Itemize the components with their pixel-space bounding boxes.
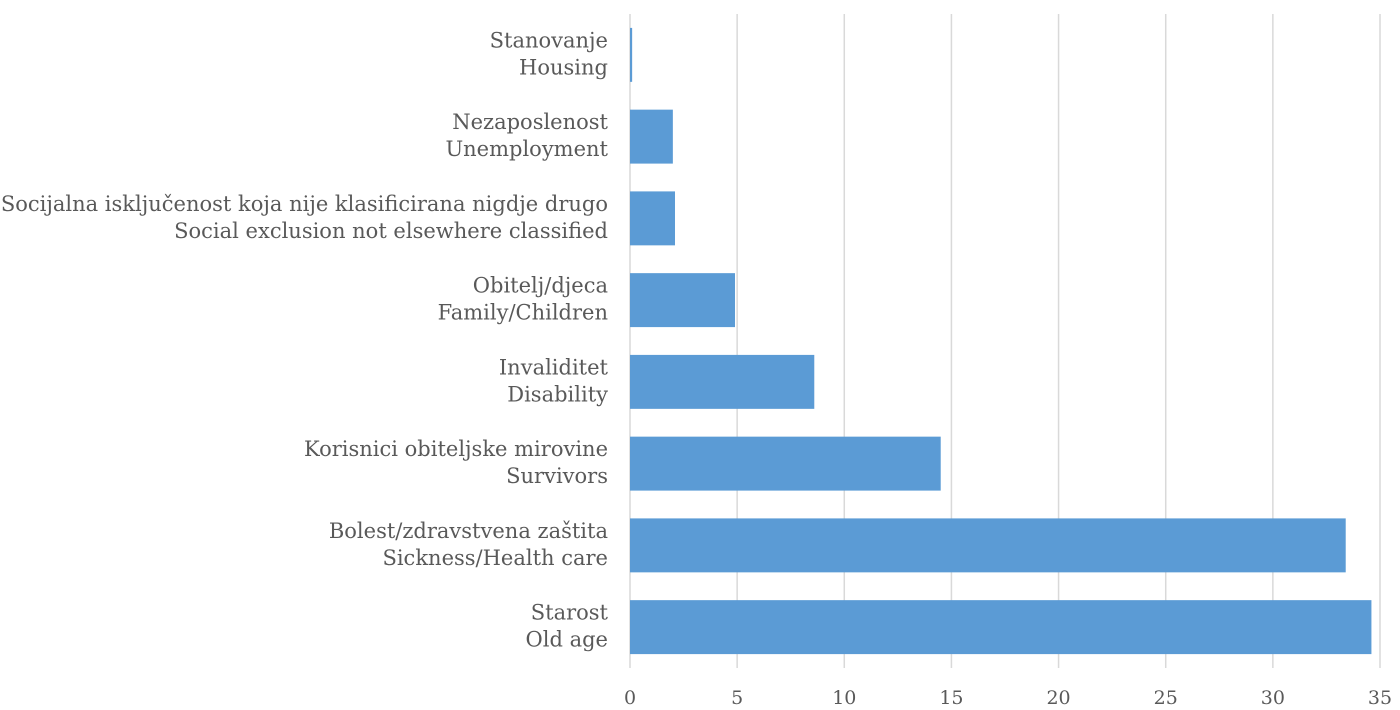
category-label: Sickness/Health care: [382, 546, 608, 570]
category-label: Nezaposlenost: [452, 110, 608, 134]
bar: [630, 109, 673, 164]
category-label: Obitelj/djeca: [473, 274, 608, 298]
bar: [630, 191, 675, 246]
bar: [630, 600, 1372, 655]
gridlines: [629, 14, 1381, 668]
x-axis-ticks: 0 5 10 15 20 25 30 35: [624, 687, 1392, 709]
bar: [630, 436, 941, 491]
category-label: Disability: [507, 382, 608, 406]
category-label: Korisnici obiteljske mirovine: [304, 437, 608, 461]
x-tick-label: 0: [624, 687, 636, 709]
category-label: Unemployment: [445, 137, 608, 161]
category-label: Social exclusion not elsewhere classifie…: [174, 219, 608, 243]
bar: [630, 27, 633, 82]
bar: [630, 354, 815, 409]
x-tick-label: 20: [1046, 687, 1070, 709]
x-tick-label: 35: [1368, 687, 1392, 709]
x-tick-label: 5: [731, 687, 743, 709]
category-label: Stanovanje: [490, 28, 608, 52]
category-label: Bolest/zdravstvena zaštita: [329, 519, 608, 543]
category-label: Socijalna isključenost koja nije klasifi…: [1, 192, 608, 216]
category-label: Invaliditet: [499, 355, 609, 379]
bar: [630, 273, 735, 328]
x-tick-label: 15: [939, 687, 963, 709]
bars: [630, 27, 1372, 655]
x-tick-label: 10: [832, 687, 856, 709]
category-label: Family/Children: [438, 301, 608, 325]
category-label: Old age: [526, 628, 608, 652]
bar: [630, 518, 1346, 573]
category-label: Starost: [531, 601, 609, 625]
category-labels: Starost Old age Bolest/zdravstvena zaštita…: [1, 28, 609, 651]
category-label: Housing: [519, 55, 608, 79]
category-label: Survivors: [506, 464, 608, 488]
x-tick-label: 25: [1154, 687, 1178, 709]
x-tick-label: 30: [1261, 687, 1285, 709]
